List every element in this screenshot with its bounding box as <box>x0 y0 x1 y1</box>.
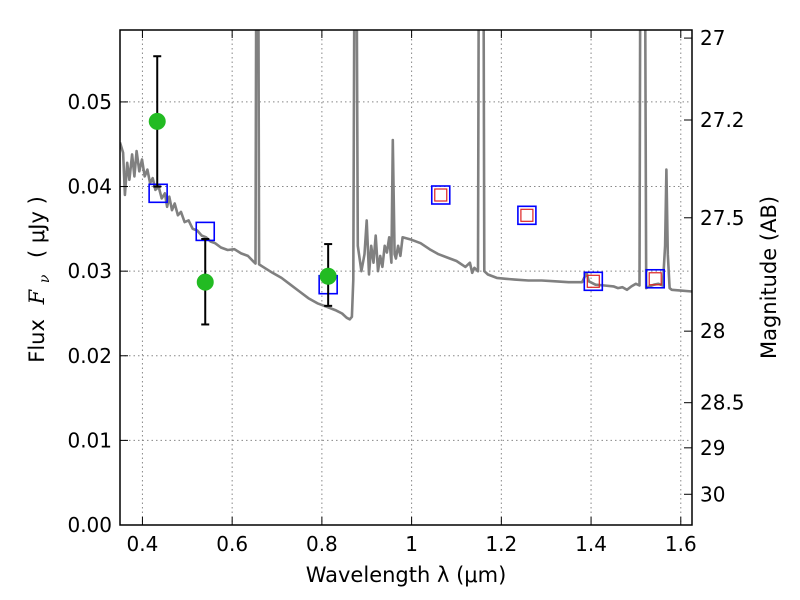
x-tick-label: 0.8 <box>306 532 338 556</box>
y-axis-label-subscript: ν <box>37 274 53 283</box>
y-tick-label: 0.02 <box>67 344 112 368</box>
y-tick-label: 0.01 <box>67 428 112 452</box>
model-photometry-square <box>517 205 537 226</box>
y2-axis-label: Magnitude (AB) <box>757 196 781 359</box>
observed-point <box>319 267 337 285</box>
model-photometry-inner-square <box>434 188 448 202</box>
y-axis-label-text: Flux <box>25 319 49 363</box>
y2-tick-label: 30 <box>700 482 725 506</box>
model-spectrum-line <box>120 30 692 321</box>
y2-tick-label: 27.5 <box>700 206 745 230</box>
x-tick-label: 1 <box>405 532 418 556</box>
y2-tick-label: 28 <box>700 319 725 343</box>
model-photometry-square <box>430 185 451 205</box>
y-axis-label: Flux F ν ( μJy ) <box>25 196 54 363</box>
x-tick-label: 0.6 <box>216 532 248 556</box>
ticks: 0.4 0.6 0.8 1 1.2 1.4 1.6 0.00 0.01 0.02 0.03 0.04 0… <box>67 26 744 556</box>
model-photometry-inner-square <box>586 274 600 288</box>
model-photometry-inner-square <box>520 208 534 222</box>
y-tick-label: 0.05 <box>67 90 112 114</box>
model-photometry-inner-square <box>648 272 662 286</box>
observed-point <box>196 273 214 291</box>
plot-area <box>120 30 692 326</box>
y-axis-label-symbol: F <box>25 288 49 305</box>
x-tick-label: 0.4 <box>127 532 159 556</box>
y2-tick-label: 28.5 <box>700 391 745 415</box>
model-photometry-square <box>645 268 666 289</box>
y2-tick-label: 27 <box>700 26 725 50</box>
x-tick-label: 1.4 <box>575 532 607 556</box>
axes-frame <box>119 29 693 526</box>
y-tick-label: 0.00 <box>67 513 112 537</box>
y-tick-label: 0.04 <box>67 175 112 199</box>
x-axis-label: Wavelength λ (μm) <box>306 563 507 587</box>
y2-tick-label: 27.2 <box>700 108 745 132</box>
observed-point <box>148 112 166 130</box>
x-tick-label: 1.6 <box>665 532 697 556</box>
x-tick-label: 1.2 <box>485 532 517 556</box>
model-photometry-square <box>583 271 604 292</box>
y2-tick-label: 29 <box>700 436 725 460</box>
y-tick-label: 0.03 <box>67 259 112 283</box>
y-axis-label-unit: ( μJy ) <box>25 196 49 258</box>
